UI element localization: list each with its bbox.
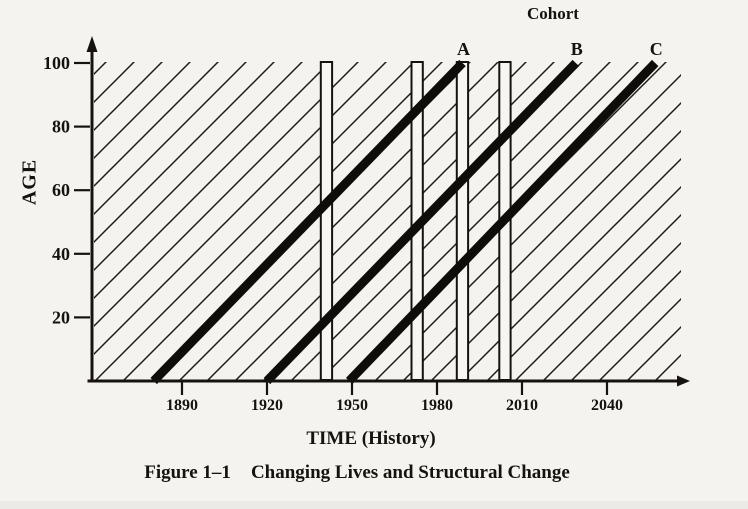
x-ticks-group: 1890 1920 1950 1980 2010 2040 (166, 382, 623, 414)
figure-caption: Figure 1–1 Changing Lives and Structural … (144, 462, 570, 484)
cohort-header-label: Cohort (527, 4, 579, 23)
y-axis-arrow-icon (86, 36, 98, 52)
cohort-line-A (150, 59, 466, 385)
y-tick-label-60: 60 (52, 180, 70, 200)
period-bar-1989 (455, 61, 470, 381)
y-axis-title: AGE (18, 158, 41, 206)
x-tick-label-1980: 1980 (421, 397, 453, 414)
cohort-label-A: A (457, 39, 470, 59)
y-tick-label-20: 20 (52, 307, 70, 327)
x-tick-label-2010: 2010 (506, 397, 538, 414)
figure-caption-number: Figure 1–1 (144, 462, 231, 483)
cohort-label-B: B (571, 39, 583, 59)
figure-caption-title: Changing Lives and Structural Change (250, 462, 570, 483)
cohort-labels-group: A B C (457, 39, 663, 59)
y-ticks-group: 20 40 60 80 100 (43, 53, 90, 327)
x-tick-label-1890: 1890 (166, 397, 198, 414)
x-tick-label-2040: 2040 (591, 397, 623, 414)
cohort-line-C (345, 59, 659, 385)
period-bar-1941 (319, 61, 334, 381)
y-tick-label-100: 100 (43, 53, 70, 73)
x-tick-label-1950: 1950 (336, 397, 368, 414)
page-bottom-shade (0, 501, 748, 509)
cohort-label-C: C (650, 39, 663, 59)
cohort-line-B (263, 59, 580, 385)
cohort-lines-group (150, 59, 659, 385)
y-tick-label-80: 80 (52, 117, 70, 137)
y-tick-label-40: 40 (52, 244, 70, 264)
x-axis-arrow-icon (677, 375, 690, 387)
x-axis-title: TIME (History) (306, 428, 436, 449)
x-tick-label-1920: 1920 (251, 397, 283, 414)
hatched-plot-area (94, 62, 681, 381)
